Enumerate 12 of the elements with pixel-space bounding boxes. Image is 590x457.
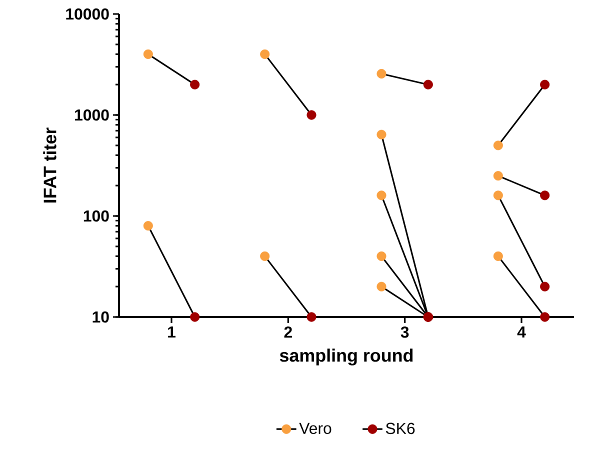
x-tick-label: 1 [168, 326, 176, 338]
x-tick-label: 3 [400, 326, 409, 338]
y-tick-label: 10 [92, 311, 109, 323]
x-tick-label: 2 [284, 326, 292, 338]
legend-label: SK6 [386, 422, 415, 434]
y-tick-label: 100 [84, 210, 109, 222]
x-tick-label: 4 [517, 326, 526, 338]
y-tick-label: 10000 [66, 8, 109, 20]
y-tick-label: 1000 [75, 109, 109, 121]
y-axis-title: IFAT titer [43, 128, 56, 202]
x-axis-title: sampling round [280, 348, 413, 366]
legend-label: Vero [299, 422, 332, 434]
